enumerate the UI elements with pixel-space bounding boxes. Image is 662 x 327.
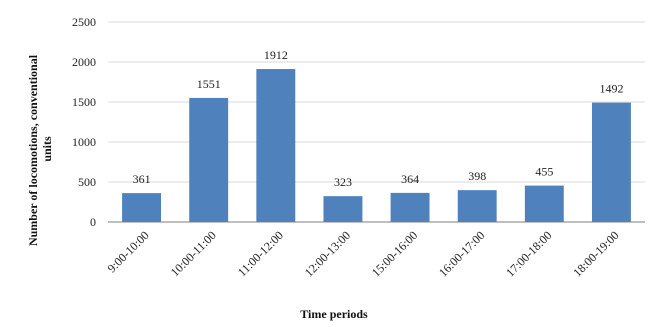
x-tick-label: 11:00-12:00: [235, 228, 286, 279]
data-label: 1492: [599, 82, 623, 96]
bar: [122, 193, 162, 222]
y-tick-label: 1500: [72, 95, 96, 109]
data-label: 364: [401, 172, 419, 186]
data-label: 323: [334, 175, 352, 189]
x-tick-label: 17:00-18:00: [503, 228, 554, 279]
y-axis-title-line-1: Number of locomotions, conventional: [26, 54, 40, 246]
data-label: 398: [468, 169, 486, 183]
bar: [457, 190, 497, 222]
bar: [524, 185, 564, 222]
data-label: 1912: [264, 48, 288, 62]
y-axis-title: Number of locomotions, conventional unit…: [26, 52, 54, 246]
y-tick-label: 2500: [72, 15, 96, 29]
y-axis-title-line-2: units: [40, 136, 54, 162]
bar: [323, 196, 363, 222]
bar: [390, 192, 430, 222]
bar: [256, 69, 296, 222]
y-tick-label: 0: [90, 215, 96, 229]
x-tick-label: 18:00-19:00: [570, 228, 621, 279]
x-axis-title: Time periods: [300, 307, 368, 321]
data-label: 361: [133, 172, 151, 186]
bar: [189, 97, 229, 222]
x-tick-label: 16:00-17:00: [436, 228, 487, 279]
x-axis-ticks: 9:00-10:00 10:00-11:00 11:00-12:00 12:00-13…: [105, 228, 622, 279]
x-tick-label: 15:00-16:00: [369, 228, 420, 279]
x-tick-label: 10:00-11:00: [168, 228, 219, 279]
data-labels: 361 1551 1912 323 364 398 455 1492: [133, 48, 624, 189]
y-tick-label: 2000: [72, 55, 96, 69]
x-tick-label: 12:00-13:00: [302, 228, 353, 279]
gridlines: [108, 21, 645, 183]
data-label: 455: [535, 165, 553, 179]
bar: [591, 102, 631, 222]
y-tick-label: 1000: [72, 135, 96, 149]
y-axis-ticks: 0 500 1000 1500 2000 2500: [72, 15, 96, 229]
data-label: 1551: [197, 77, 221, 91]
y-tick-label: 500: [78, 175, 96, 189]
bars: [122, 69, 631, 222]
x-tick-label: 9:00-10:00: [105, 228, 152, 275]
